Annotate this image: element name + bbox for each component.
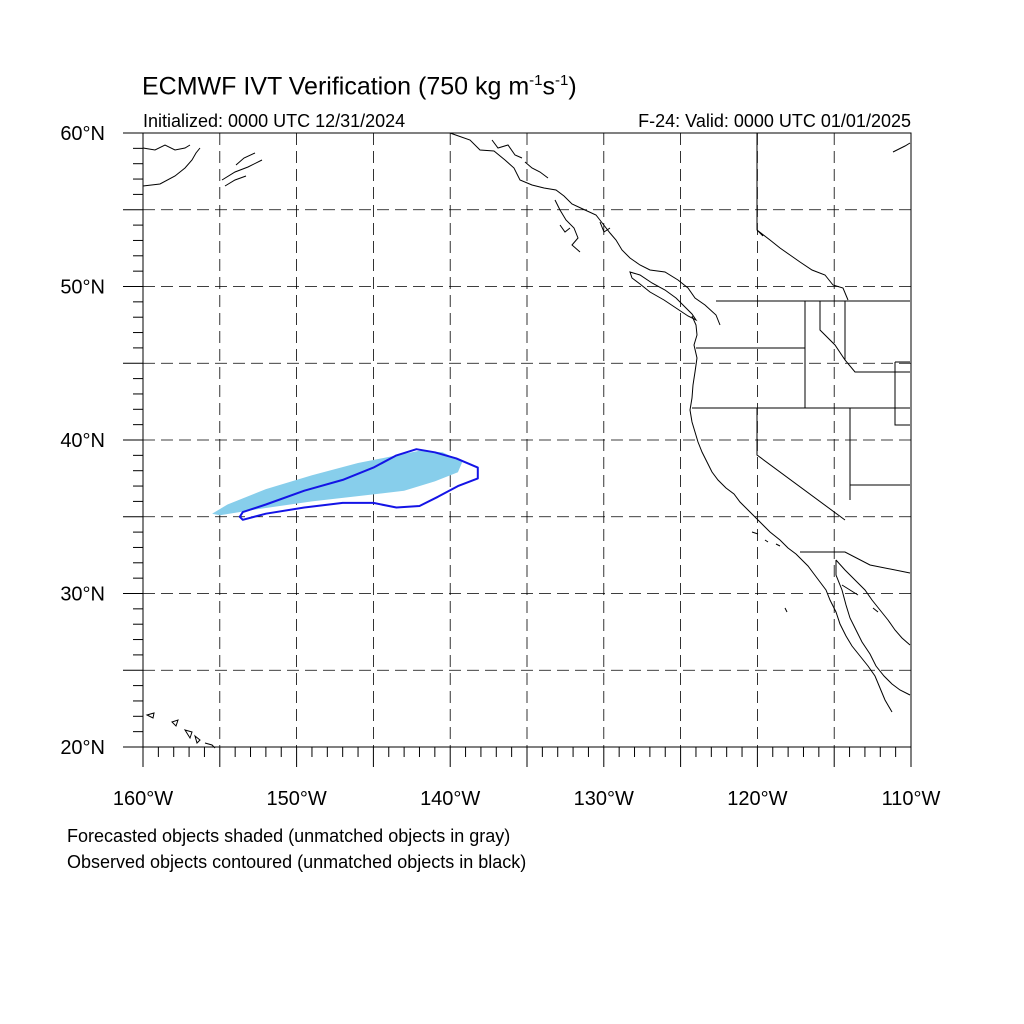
lon-label: 130°W	[574, 788, 634, 810]
vancouver-island	[629, 271, 698, 322]
lon-label: 110°W	[882, 788, 941, 810]
alaska-coastline	[142, 132, 911, 326]
initialized-time: Initialized: 0000 UTC 12/31/2024	[143, 111, 406, 131]
lat-label: 20°N	[60, 737, 105, 759]
lon-label: 150°W	[266, 788, 326, 810]
lon-label: 120°W	[727, 788, 787, 810]
observed-note: Observed objects contoured (unmatched ob…	[67, 852, 527, 872]
forecast-object-shade	[212, 450, 463, 516]
forecast-note: Forecasted objects shaded (unmatched obj…	[67, 826, 511, 846]
observed-object-contour	[238, 448, 479, 521]
hawaii-islands	[145, 712, 216, 749]
canada-lines	[756, 133, 849, 301]
map-grid	[143, 133, 911, 747]
channel-islands	[751, 531, 879, 613]
axis-ticks	[123, 132, 912, 767]
us-west-coast	[689, 315, 911, 713]
ivt-objects	[212, 448, 479, 521]
axis-labels: 20°N 30°N 40°N 50°N 60°N 160°W 150°W 140°W 130°W…	[60, 123, 940, 810]
coastlines-and-borders	[142, 132, 911, 749]
state-lines	[692, 301, 911, 574]
lat-label: 60°N	[60, 123, 105, 145]
chart-title: ECMWF IVT Verification (750 kg m-1s-1)	[142, 72, 577, 101]
lat-label: 50°N	[60, 277, 105, 299]
lon-label: 160°W	[113, 788, 173, 810]
valid-time: F-24: Valid: 0000 UTC 01/01/2025	[638, 111, 911, 131]
lat-label: 30°N	[60, 584, 105, 606]
lat-label: 40°N	[60, 430, 105, 452]
lon-label: 140°W	[420, 788, 480, 810]
